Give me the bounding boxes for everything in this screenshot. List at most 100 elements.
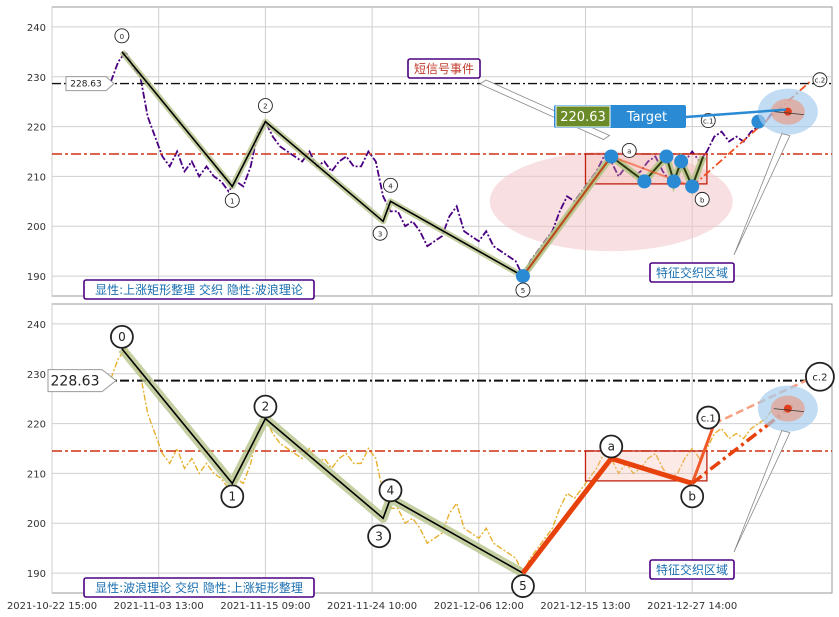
wave-label-circle [812, 72, 828, 88]
target-pointer [685, 108, 786, 119]
wave-label-circle [367, 524, 392, 549]
wave-label-5: 5 [519, 579, 527, 593]
wave-label-circle [253, 394, 278, 419]
wave-label-circle [378, 478, 403, 503]
wave-label-c-2: c.2 [812, 373, 827, 384]
x-tick-label: 2021-12-15 13:00 [540, 601, 630, 612]
plot-frame [51, 303, 833, 594]
wave-label-circle [511, 574, 535, 598]
pattern-dot [515, 269, 530, 284]
wave-line [121, 348, 524, 574]
x-tick-label: 2021-11-24 10:00 [327, 601, 417, 612]
target-zone-tick [773, 408, 804, 413]
y-tick-label: 210 [27, 469, 46, 480]
level-value-label-box [47, 369, 117, 393]
x-tick-label: 2021-12-06 12:00 [434, 601, 524, 612]
wave-label-3: 3 [378, 230, 382, 238]
y-tick-label: 240 [27, 320, 46, 331]
wave-label-circle [694, 191, 710, 207]
y-tick-label: 200 [27, 519, 46, 530]
level-value-label: 228.63 [51, 374, 100, 390]
wave-label-c-1: c.1 [703, 118, 714, 126]
wave-label-circle [114, 28, 130, 44]
wave-label-circle [257, 98, 273, 114]
zone-label-box [649, 262, 735, 283]
level-value-label: 228.63 [70, 80, 102, 90]
wave-label-circle [696, 405, 721, 430]
zone-arrow [733, 430, 791, 553]
y-tick-label: 220 [27, 123, 46, 134]
zone-label: 特征交织区域 [656, 265, 728, 280]
wave-label-circle [372, 225, 388, 241]
wave-label-c-1: c.1 [701, 414, 716, 425]
x-tick-label: 2021-11-03 13:00 [114, 601, 204, 612]
wave-label-circle [805, 361, 835, 392]
wave-label-3: 3 [375, 529, 383, 543]
wave-label-c-2: c.2 [815, 77, 826, 85]
wave-line [121, 51, 524, 277]
target-value: 220.63 [560, 110, 606, 125]
wave-label-0: 0 [118, 330, 126, 344]
wave-label-circle [515, 282, 531, 298]
wave-label-2: 2 [263, 103, 267, 111]
y-tick-label: 190 [27, 272, 46, 283]
y-tick-label: 200 [27, 222, 46, 233]
wave-label-circle [220, 484, 245, 509]
wave-label-b: b [688, 489, 696, 503]
target-zone-center [783, 404, 792, 413]
x-tick-label: 2021-11-15 09:00 [220, 601, 310, 612]
wave-label-circle [621, 143, 637, 158]
target-word: Target [626, 110, 667, 125]
wave-label-1: 1 [230, 197, 234, 205]
y-tick-label: 230 [27, 73, 46, 84]
x-tick-label: 2021-10-22 15:00 [7, 601, 97, 612]
pattern-orange-line [522, 155, 613, 277]
wave-label-5: 5 [521, 287, 525, 295]
wave-label-1: 1 [228, 489, 236, 503]
wave-label-a: a [627, 147, 631, 155]
zone-label: 特征交织区域 [656, 562, 728, 577]
wave-label-b: b [700, 196, 705, 204]
wave-label-circle [599, 434, 624, 459]
y-tick-label: 240 [27, 23, 46, 34]
wave-label-0: 0 [120, 33, 124, 41]
wave-label-circle [110, 324, 134, 349]
zone-label-box [649, 559, 735, 580]
pattern-dot [637, 174, 652, 189]
pattern-dot [604, 149, 619, 164]
corrective-wave-line [520, 456, 693, 575]
wave-label-4: 4 [388, 182, 393, 190]
legend-box [83, 577, 315, 598]
signal-label-box [407, 58, 481, 79]
wave-label-circle [700, 113, 716, 129]
pattern-dot [666, 174, 681, 189]
pattern-dot [659, 149, 674, 164]
plot-frame [51, 6, 833, 297]
y-tick-label: 190 [27, 569, 46, 580]
top-panel: 190 200 210 220 230 240 0 1 2 3 4 5 a b c.1 c.2 228.63 特征… [27, 6, 833, 300]
wave-label-circle [224, 192, 240, 208]
bottom-panel: 190 200 210 220 230 240 0 1 2 3 4 5 a b c.1 c.2 228.63 特征… [27, 303, 835, 598]
x-axis: 2021-10-22 15:00 2021-11-03 13:00 2021-11-… [7, 601, 737, 612]
price-series-line [110, 347, 774, 575]
wave-label-circle [680, 484, 705, 509]
legend-box [83, 279, 315, 300]
wave-label-circle [383, 177, 398, 193]
x-tick-label: 2021-12-27 14:00 [647, 601, 737, 612]
pattern-dot [685, 179, 700, 194]
price-series-line [110, 50, 774, 279]
c1-line [690, 423, 716, 484]
wave-label-a: a [608, 439, 615, 453]
legend-text: 显性:上涨矩形整理 交织 隐性:波浪理论 [95, 282, 303, 297]
signal-label: 短信号事件 [414, 62, 474, 76]
target-zone-tick [773, 111, 804, 116]
level-value-label-box [65, 76, 115, 92]
wave-label-2: 2 [262, 400, 270, 414]
pattern-dot [674, 154, 689, 169]
zone-arrow [733, 133, 791, 256]
legend-text: 显性:波浪理论 交织 隐性:上涨矩形整理 [95, 580, 303, 595]
wave-label-4: 4 [387, 483, 395, 497]
y-tick-label: 220 [27, 420, 46, 431]
y-tick-label: 230 [27, 370, 46, 381]
